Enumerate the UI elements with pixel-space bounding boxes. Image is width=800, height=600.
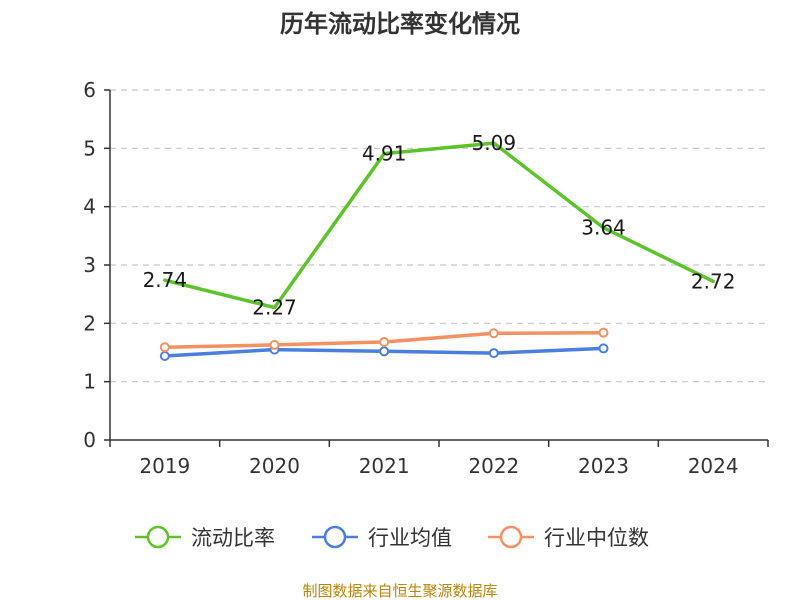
y-tick-label: 5 bbox=[83, 136, 96, 160]
data-point bbox=[159, 342, 170, 353]
y-tick-label: 3 bbox=[83, 253, 96, 277]
data-label: 4.91 bbox=[362, 142, 407, 166]
data-point bbox=[379, 337, 390, 347]
data-point bbox=[379, 346, 390, 357]
legend-marker bbox=[499, 525, 523, 549]
x-tick-label: 2023 bbox=[578, 454, 629, 478]
data-point bbox=[598, 327, 609, 338]
axes: 0 1 2 3 4 5 6 2019 2020 2021 2022 2023 2024 bbox=[83, 78, 769, 478]
data-point bbox=[159, 351, 170, 361]
chart-title: 历年流动比率变化情况 bbox=[280, 10, 520, 38]
legend-label: 行业中位数 bbox=[544, 526, 649, 550]
legend[interactable]: 流动比率 行业均值 行业中位数 bbox=[135, 525, 649, 550]
data-label: 2.72 bbox=[691, 269, 736, 293]
data-point bbox=[269, 339, 280, 350]
legend-marker bbox=[323, 525, 347, 549]
x-tick-label: 2019 bbox=[139, 454, 190, 478]
legend-item[interactable]: 行业均值 bbox=[312, 525, 452, 550]
data-label: 2.27 bbox=[252, 296, 297, 320]
series-group bbox=[159, 141, 715, 361]
series-line bbox=[163, 141, 715, 310]
y-tick-label: 1 bbox=[83, 370, 96, 394]
source-note: 制图数据来自恒生聚源数据库 bbox=[302, 582, 497, 600]
legend-item[interactable]: 流动比率 bbox=[135, 525, 275, 550]
x-tick-label: 2020 bbox=[249, 454, 300, 478]
data-point bbox=[488, 328, 499, 339]
legend-label: 行业均值 bbox=[368, 526, 452, 550]
data-point bbox=[488, 348, 499, 359]
x-tick-label: 2022 bbox=[468, 454, 519, 478]
data-label: 3.64 bbox=[581, 216, 626, 240]
data-point bbox=[598, 343, 609, 354]
legend-label: 流动比率 bbox=[191, 526, 275, 550]
y-tick-label: 4 bbox=[83, 195, 96, 219]
y-tick-label: 2 bbox=[83, 311, 96, 335]
y-tick-label: 6 bbox=[83, 78, 96, 102]
y-tick-label: 0 bbox=[83, 428, 96, 452]
data-labels: 2.74 2.27 4.91 5.09 3.64 2.72 bbox=[143, 131, 736, 320]
data-label: 2.74 bbox=[143, 268, 188, 292]
x-tick-label: 2024 bbox=[688, 454, 739, 478]
legend-item[interactable]: 行业中位数 bbox=[488, 525, 649, 550]
legend-marker bbox=[146, 525, 170, 549]
x-tick-label: 2021 bbox=[359, 454, 410, 478]
data-label: 5.09 bbox=[472, 131, 517, 155]
